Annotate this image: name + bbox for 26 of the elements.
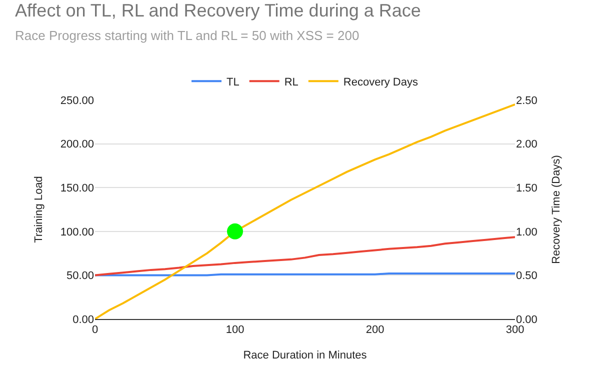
- y-tick-label: 100.00: [60, 226, 94, 238]
- y2-tick-label: 0.00: [516, 314, 538, 326]
- chart-subtitle: Race Progress starting with TL and RL = 50 with XSS = 200: [15, 28, 360, 44]
- x-tick-label: 100: [226, 324, 244, 336]
- y-tick-label: 0.00: [72, 314, 94, 326]
- line-series: [95, 236, 515, 276]
- legend-label: TL: [226, 76, 240, 88]
- y-tick-label: 200.00: [60, 138, 94, 151]
- y-tick-label: 150.00: [60, 182, 94, 194]
- x-tick-label: 0: [92, 324, 98, 336]
- y2-tick-label: 0.50: [516, 270, 538, 282]
- line-series: [95, 103, 515, 319]
- y2-tick-label: 2.00: [516, 138, 538, 151]
- x-tick-label: 200: [366, 324, 384, 336]
- y-tick-label: 50.00: [66, 270, 94, 282]
- y2-tick-label: 2.50: [516, 94, 538, 107]
- legend-label: Recovery Days: [343, 76, 418, 88]
- x-axis-title: Race Duration in Minutes: [243, 349, 368, 362]
- y-tick-label: 250.00: [60, 94, 94, 107]
- x-tick-label: 300: [506, 324, 524, 336]
- legend-label: RL: [284, 76, 298, 88]
- y2-tick-label: 1.50: [516, 182, 538, 194]
- y-axis-title: Training Load: [32, 176, 45, 243]
- y2-tick-label: 1.00: [516, 226, 538, 238]
- chart-title: Affect on TL, RL and Recovery Time during a Race: [15, 0, 421, 21]
- y2-axis-title: Recovery Time (Days): [550, 155, 563, 264]
